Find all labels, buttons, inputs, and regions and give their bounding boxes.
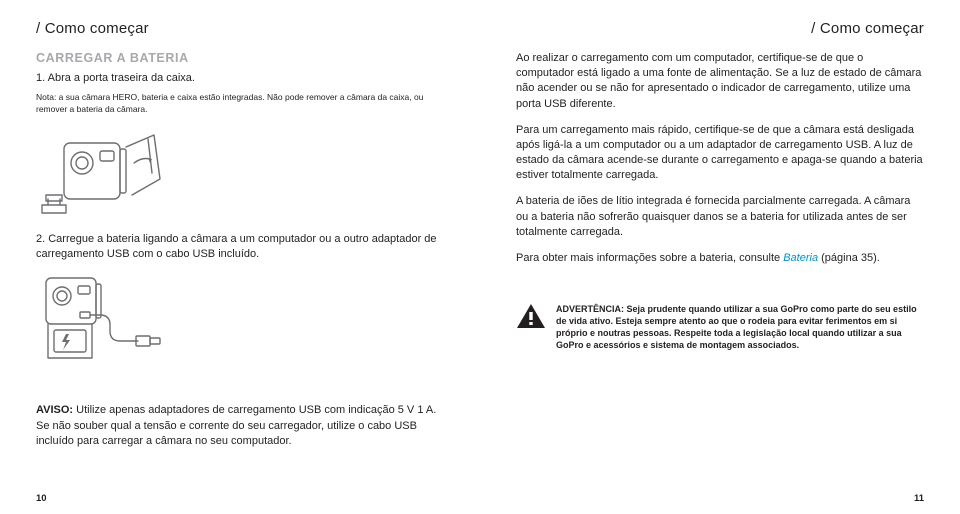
aviso-label: AVISO:: [36, 404, 73, 416]
page-right: / Como começar Ao realizar o carregament…: [480, 0, 960, 514]
aviso-text: Utilize apenas adaptadores de carregamen…: [36, 404, 436, 446]
para-4: Para obter mais informações sobre a bate…: [516, 251, 924, 266]
page-number-right: 11: [914, 493, 924, 504]
warning-label: ADVERTÊNCIA:: [556, 304, 624, 314]
aviso-block: AVISO: Utilize apenas adaptadores de car…: [36, 403, 444, 449]
para-1: Ao realizar o carregamento com um comput…: [516, 51, 924, 112]
page-left: / Como começar CARREGAR A BATERIA 1. Abr…: [0, 0, 480, 514]
illustration-open-door: [36, 129, 444, 222]
step-1: 1. Abra a porta traseira da caixa.: [36, 71, 444, 86]
page-header-left: / Como começar: [36, 20, 444, 37]
step-2: 2. Carregue a bateria ligando a câmara a…: [36, 232, 444, 262]
battery-link[interactable]: Bateria: [783, 252, 818, 264]
warning-icon: [516, 303, 546, 352]
page-number-left: 10: [36, 493, 47, 504]
para-4b: (página 35).: [818, 252, 880, 264]
illustration-charging: [36, 272, 444, 373]
warning-box: ADVERTÊNCIA: Seja prudente quando utiliz…: [516, 303, 924, 352]
para-3: A bateria de iões de lítio integrada é f…: [516, 194, 924, 240]
warning-text-block: ADVERTÊNCIA: Seja prudente quando utiliz…: [556, 303, 924, 352]
note-text: Nota: a sua câmara HERO, bateria e caixa…: [36, 92, 444, 115]
section-title: CARREGAR A BATERIA: [36, 51, 444, 65]
para-4a: Para obter mais informações sobre a bate…: [516, 252, 783, 264]
page-header-right: / Como começar: [516, 20, 924, 37]
para-2: Para um carregamento mais rápido, certif…: [516, 123, 924, 184]
